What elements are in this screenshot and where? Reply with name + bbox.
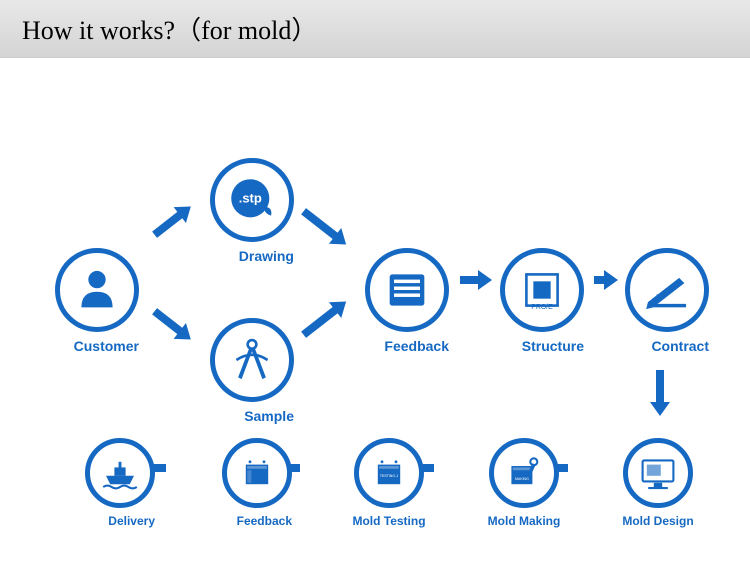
stp-icon: .stp bbox=[210, 158, 294, 242]
node-label: Feedback bbox=[237, 514, 292, 528]
node-label: Contract bbox=[651, 338, 709, 354]
flow-node-drawing: .stp Drawing bbox=[210, 158, 294, 266]
svg-text:PRO/E: PRO/E bbox=[531, 304, 553, 311]
computer-icon bbox=[623, 438, 693, 508]
box-wrench-icon: MAKING bbox=[489, 438, 559, 508]
form-icon bbox=[365, 248, 449, 332]
flow-arrow bbox=[592, 268, 620, 292]
node-label: Customer bbox=[74, 338, 139, 354]
node-label: Delivery bbox=[108, 514, 155, 528]
flow-node-moldmaking: MAKING Mold Making bbox=[489, 438, 559, 530]
flow-arrow bbox=[295, 291, 355, 346]
compass-icon bbox=[210, 318, 294, 402]
node-label: Drawing bbox=[239, 248, 294, 264]
box-test-icon: TESTING-1 bbox=[354, 438, 424, 508]
proe-icon: PRO/E bbox=[500, 248, 584, 332]
node-label: Mold Making bbox=[488, 514, 561, 528]
sign-icon bbox=[625, 248, 709, 332]
flow-node-feedback2: Feedback bbox=[222, 438, 292, 530]
flow-node-moldtesting: TESTING-1 Mold Testing bbox=[354, 438, 424, 530]
node-label: Feedback bbox=[384, 338, 449, 354]
header-bar: How it works?（for mold） bbox=[0, 0, 750, 58]
ship-icon bbox=[85, 438, 155, 508]
node-label: Sample bbox=[244, 408, 294, 424]
flow-arrow bbox=[648, 368, 672, 418]
flow-arrow bbox=[295, 201, 355, 256]
node-label: Mold Design bbox=[622, 514, 693, 528]
flow-node-structure: PRO/E Structure bbox=[500, 248, 584, 356]
svg-text:.stp: .stp bbox=[239, 191, 262, 206]
box-icon bbox=[222, 438, 292, 508]
svg-text:TESTING-1: TESTING-1 bbox=[380, 474, 398, 478]
flow-arrow bbox=[146, 196, 200, 246]
flow-node-customer: Customer bbox=[55, 248, 139, 356]
flow-arrow bbox=[458, 268, 494, 292]
svg-text:MAKING: MAKING bbox=[515, 477, 529, 481]
flow-node-feedback1: Feedback bbox=[365, 248, 449, 356]
flow-node-delivery: Delivery bbox=[85, 438, 155, 530]
node-label: Structure bbox=[522, 338, 584, 354]
flow-arrow bbox=[146, 301, 200, 351]
flow-node-sample: Sample bbox=[210, 318, 294, 426]
flow-node-contract: Contract bbox=[625, 248, 709, 356]
flow-canvas: Customer .stp Drawing Sample Feedback PRO/E St… bbox=[0, 58, 750, 578]
page-title: How it works?（for mold） bbox=[22, 10, 728, 47]
node-label: Mold Testing bbox=[352, 514, 425, 528]
person-icon bbox=[55, 248, 139, 332]
flow-node-molddesign: Mold Design bbox=[623, 438, 693, 530]
